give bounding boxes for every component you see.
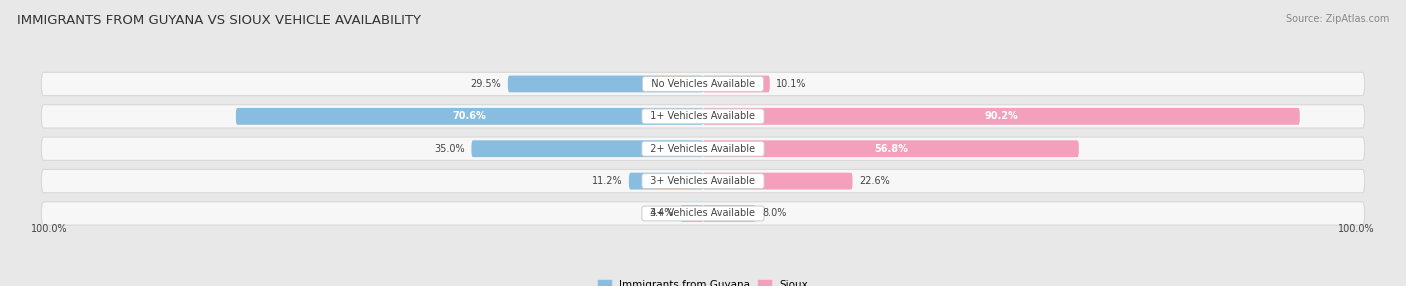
FancyBboxPatch shape	[628, 173, 703, 190]
Text: Source: ZipAtlas.com: Source: ZipAtlas.com	[1285, 14, 1389, 24]
Text: 100.0%: 100.0%	[1339, 224, 1375, 234]
Text: 4+ Vehicles Available: 4+ Vehicles Available	[644, 208, 762, 219]
Text: 90.2%: 90.2%	[984, 111, 1018, 121]
Text: IMMIGRANTS FROM GUYANA VS SIOUX VEHICLE AVAILABILITY: IMMIGRANTS FROM GUYANA VS SIOUX VEHICLE …	[17, 14, 420, 27]
Text: 1+ Vehicles Available: 1+ Vehicles Available	[644, 111, 762, 121]
FancyBboxPatch shape	[41, 137, 1365, 160]
FancyBboxPatch shape	[471, 140, 703, 157]
Text: 8.0%: 8.0%	[762, 208, 787, 219]
Text: 22.6%: 22.6%	[859, 176, 890, 186]
FancyBboxPatch shape	[236, 108, 703, 125]
FancyBboxPatch shape	[41, 169, 1365, 193]
Text: 56.8%: 56.8%	[875, 144, 908, 154]
FancyBboxPatch shape	[681, 205, 703, 222]
Legend: Immigrants from Guyana, Sioux: Immigrants from Guyana, Sioux	[593, 276, 813, 286]
Text: 3.4%: 3.4%	[650, 208, 673, 219]
Text: 3+ Vehicles Available: 3+ Vehicles Available	[644, 176, 762, 186]
FancyBboxPatch shape	[703, 173, 852, 190]
Text: 100.0%: 100.0%	[31, 224, 67, 234]
Text: No Vehicles Available: No Vehicles Available	[645, 79, 761, 89]
Text: 35.0%: 35.0%	[434, 144, 465, 154]
FancyBboxPatch shape	[703, 76, 770, 92]
Text: 70.6%: 70.6%	[453, 111, 486, 121]
FancyBboxPatch shape	[703, 108, 1299, 125]
Text: 29.5%: 29.5%	[471, 79, 501, 89]
Text: 2+ Vehicles Available: 2+ Vehicles Available	[644, 144, 762, 154]
FancyBboxPatch shape	[41, 105, 1365, 128]
FancyBboxPatch shape	[703, 205, 756, 222]
FancyBboxPatch shape	[508, 76, 703, 92]
Text: 11.2%: 11.2%	[592, 176, 623, 186]
FancyBboxPatch shape	[41, 202, 1365, 225]
Text: 10.1%: 10.1%	[776, 79, 807, 89]
FancyBboxPatch shape	[41, 72, 1365, 96]
FancyBboxPatch shape	[703, 140, 1078, 157]
